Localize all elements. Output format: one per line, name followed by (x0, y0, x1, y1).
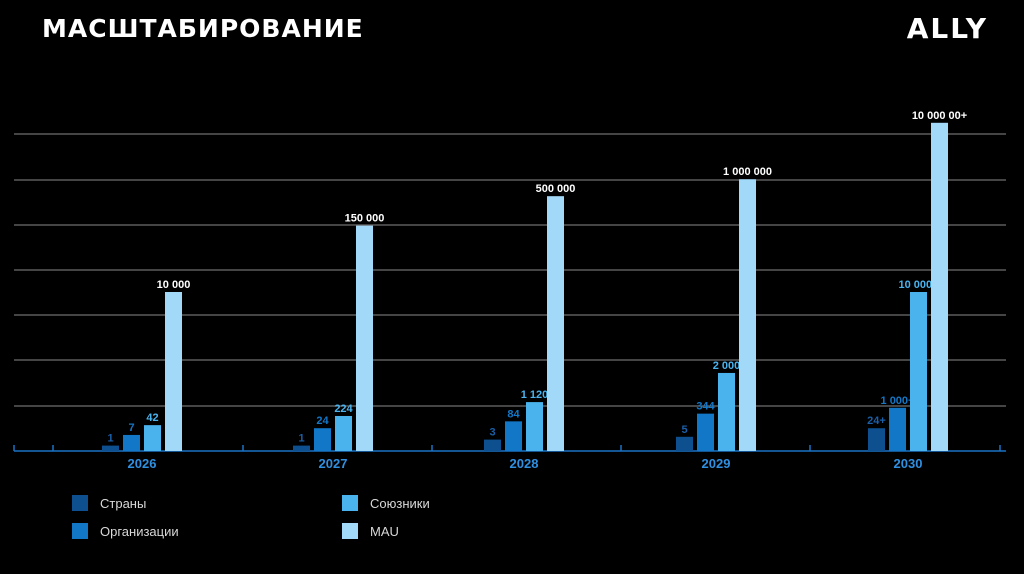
bar-2026-series-2 (144, 425, 161, 451)
bar-2028-series-2 (526, 402, 543, 451)
bar-2028-series-0 (484, 439, 501, 451)
bar-2029-series-0 (676, 436, 693, 451)
bar-2029-series-1 (697, 413, 714, 451)
bar-2030-series-1 (889, 407, 906, 451)
chart-legend: Страны Организации Союзники MAU (72, 492, 492, 552)
data-label-2027-series-3: 150 000 (345, 213, 385, 225)
bar-2027-series-1 (314, 428, 331, 451)
data-label-2029-series-0: 5 (681, 424, 687, 436)
data-label-2026-series-3: 10 000 (157, 279, 191, 291)
data-label-2027-series-0: 1 (298, 433, 304, 445)
x-tick-label-2026: 2026 (128, 456, 157, 471)
data-label-2028-series-3: 500 000 (536, 183, 576, 195)
data-label-2030-series-1: 1 000+ (881, 395, 915, 407)
bar-2026-series-1 (123, 434, 140, 451)
data-label-2030-series-3: 10 000 00+ (912, 110, 967, 122)
bar-2026-series-3 (165, 292, 182, 451)
bar-2028-series-3 (547, 196, 564, 451)
legend-swatch-allies (342, 495, 358, 511)
data-label-2028-series-1: 84 (507, 408, 520, 420)
data-label-2029-series-3: 1 000 000 (723, 166, 772, 178)
data-label-2028-series-2: 1 120 (521, 389, 549, 401)
data-label-2030-series-0: 24+ (867, 415, 886, 427)
bar-chart: 2026 2027 2028 2029 2030 1 1 3 5 24+ 7 24 84 344 1 000… (13, 110, 1006, 471)
data-label-2029-series-2: 2 000 (713, 360, 741, 372)
x-tick-label-2027: 2027 (319, 456, 348, 471)
legend-label-countries: Страны (100, 495, 147, 511)
data-label-2027-series-1: 24 (316, 415, 329, 427)
bar-2030-series-2 (910, 292, 927, 451)
data-label-2026-series-1: 7 (128, 422, 134, 434)
legend-swatch-mau (342, 523, 358, 539)
legend-label-allies: Союзники (370, 495, 430, 511)
data-label-2027-series-2: 224 (334, 403, 353, 415)
bar-2029-series-2 (718, 372, 735, 451)
data-label-2026-series-2: 42 (146, 412, 158, 424)
brand-logo: ALLY (906, 12, 988, 45)
data-label-2030-series-2: 10 000+ (898, 279, 938, 291)
bar-2030-series-0 (868, 428, 885, 451)
bar-2027-series-0 (293, 445, 310, 451)
legend-item-countries: Страны (72, 495, 146, 511)
legend-label-mau: MAU (370, 523, 399, 539)
bar-2028-series-1 (505, 421, 522, 451)
data-label-2029-series-1: 344 (696, 401, 715, 413)
legend-item-allies: Союзники (342, 495, 430, 511)
bar-2027-series-3 (356, 225, 373, 451)
legend-item-mau: MAU (342, 523, 399, 539)
legend-swatch-organizations (72, 523, 88, 539)
x-tick-label-2030: 2030 (894, 456, 923, 471)
bar-2026-series-0 (102, 445, 119, 451)
bar-2027-series-2 (335, 415, 352, 451)
data-label-2028-series-0: 3 (489, 427, 495, 439)
x-tick-label-2028: 2028 (510, 456, 539, 471)
x-tick-label-2029: 2029 (702, 456, 731, 471)
page-title: МАСШТАБИРОВАНИЕ (42, 14, 364, 43)
legend-label-organizations: Организации (100, 523, 179, 539)
data-label-2026-series-0: 1 (107, 433, 113, 445)
bar-2029-series-3 (739, 179, 756, 451)
legend-swatch-countries (72, 495, 88, 511)
bar-2030-series-3 (931, 122, 948, 452)
legend-item-organizations: Организации (72, 523, 179, 539)
